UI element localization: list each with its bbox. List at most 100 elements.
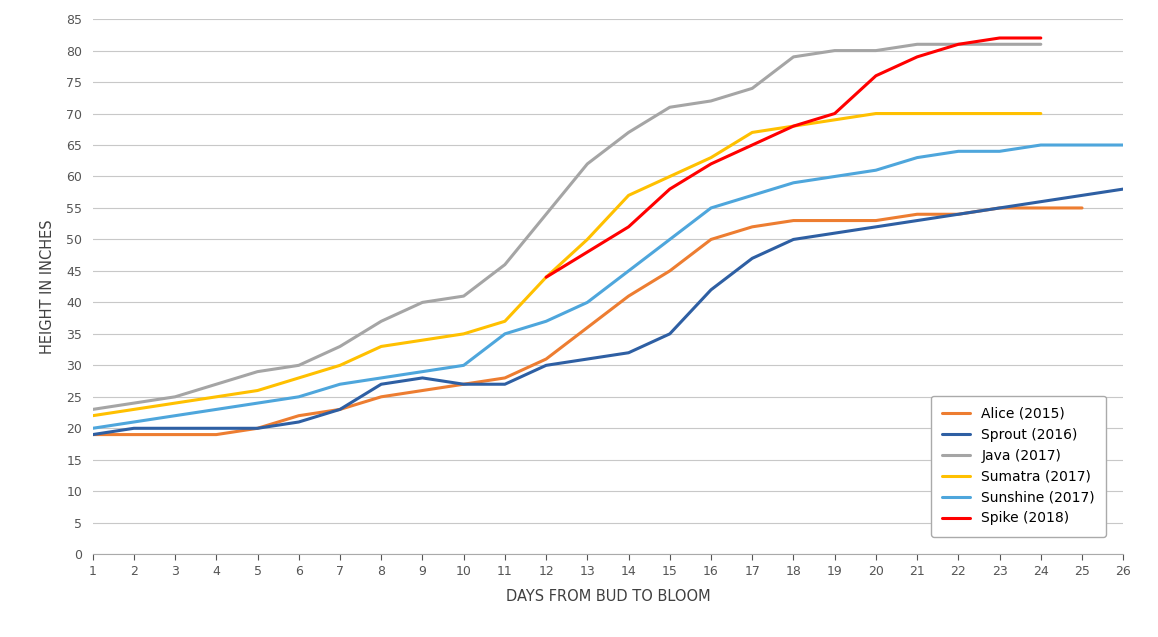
Alice (2015) xyxy=(580,324,594,331)
Sumatra (2017) xyxy=(704,154,718,161)
Java (2017) xyxy=(456,292,470,300)
Alice (2015) xyxy=(1034,204,1048,211)
Java (2017) xyxy=(416,299,430,306)
Sprout (2016) xyxy=(127,424,141,432)
Sprout (2016) xyxy=(540,362,554,369)
Sunshine (2017) xyxy=(910,154,924,161)
Java (2017) xyxy=(334,343,347,350)
Sunshine (2017) xyxy=(86,424,100,432)
Sprout (2016) xyxy=(952,210,966,218)
Alice (2015) xyxy=(868,217,882,224)
Spike (2018) xyxy=(662,185,676,193)
Sumatra (2017) xyxy=(828,116,842,124)
Java (2017) xyxy=(498,261,512,268)
Spike (2018) xyxy=(828,110,842,117)
Sumatra (2017) xyxy=(910,110,924,117)
Alice (2015) xyxy=(952,210,966,218)
Alice (2015) xyxy=(374,393,388,401)
Alice (2015) xyxy=(86,431,100,438)
Spike (2018) xyxy=(910,53,924,61)
Java (2017) xyxy=(292,362,306,369)
Sprout (2016) xyxy=(86,431,100,438)
Line: Sprout (2016): Sprout (2016) xyxy=(93,189,1123,434)
Line: Sunshine (2017): Sunshine (2017) xyxy=(93,145,1123,428)
Sprout (2016) xyxy=(456,380,470,388)
Sumatra (2017) xyxy=(1034,110,1048,117)
Sunshine (2017) xyxy=(580,299,594,306)
Alice (2015) xyxy=(498,374,512,382)
Sumatra (2017) xyxy=(662,173,676,180)
Sunshine (2017) xyxy=(746,192,760,199)
Alice (2015) xyxy=(168,431,182,438)
Line: Spike (2018): Spike (2018) xyxy=(547,38,1041,277)
Sprout (2016) xyxy=(168,424,182,432)
Spike (2018) xyxy=(952,41,966,48)
Java (2017) xyxy=(746,85,760,92)
Sumatra (2017) xyxy=(127,406,141,413)
Spike (2018) xyxy=(540,273,554,281)
Sprout (2016) xyxy=(210,424,223,432)
Spike (2018) xyxy=(580,248,594,256)
Sprout (2016) xyxy=(910,217,924,224)
Alice (2015) xyxy=(910,210,924,218)
Sprout (2016) xyxy=(662,330,676,338)
Spike (2018) xyxy=(704,160,718,168)
Java (2017) xyxy=(828,47,842,54)
Java (2017) xyxy=(1034,41,1048,48)
Sunshine (2017) xyxy=(786,179,800,187)
Java (2017) xyxy=(250,368,264,375)
Sunshine (2017) xyxy=(374,374,388,382)
Sprout (2016) xyxy=(250,424,264,432)
Sumatra (2017) xyxy=(622,192,636,199)
Sumatra (2017) xyxy=(992,110,1006,117)
Java (2017) xyxy=(952,41,966,48)
Java (2017) xyxy=(127,399,141,407)
Alice (2015) xyxy=(250,424,264,432)
Java (2017) xyxy=(992,41,1006,48)
Sprout (2016) xyxy=(416,374,430,382)
Java (2017) xyxy=(168,393,182,401)
Alice (2015) xyxy=(828,217,842,224)
Java (2017) xyxy=(704,97,718,104)
Alice (2015) xyxy=(540,355,554,363)
Alice (2015) xyxy=(456,380,470,388)
Alice (2015) xyxy=(334,406,347,413)
Sunshine (2017) xyxy=(292,393,306,401)
Alice (2015) xyxy=(210,431,223,438)
Sprout (2016) xyxy=(704,286,718,294)
Java (2017) xyxy=(580,160,594,168)
Alice (2015) xyxy=(292,412,306,420)
Line: Sumatra (2017): Sumatra (2017) xyxy=(93,113,1041,416)
Sunshine (2017) xyxy=(250,399,264,407)
Spike (2018) xyxy=(992,34,1006,42)
Alice (2015) xyxy=(622,292,636,300)
Sprout (2016) xyxy=(292,418,306,426)
Y-axis label: HEIGHT IN INCHES: HEIGHT IN INCHES xyxy=(41,219,56,354)
Sumatra (2017) xyxy=(292,374,306,382)
Sumatra (2017) xyxy=(868,110,882,117)
Sunshine (2017) xyxy=(127,418,141,426)
Sunshine (2017) xyxy=(334,380,347,388)
Sprout (2016) xyxy=(1075,192,1089,199)
Sunshine (2017) xyxy=(622,267,636,275)
Java (2017) xyxy=(86,406,100,413)
Java (2017) xyxy=(868,47,882,54)
Sunshine (2017) xyxy=(828,173,842,180)
Sunshine (2017) xyxy=(210,406,223,413)
Spike (2018) xyxy=(746,141,760,149)
Sprout (2016) xyxy=(786,236,800,243)
Alice (2015) xyxy=(992,204,1006,211)
Sumatra (2017) xyxy=(210,393,223,401)
Line: Java (2017): Java (2017) xyxy=(93,45,1041,410)
Java (2017) xyxy=(622,129,636,136)
Sunshine (2017) xyxy=(952,148,966,155)
Sprout (2016) xyxy=(498,380,512,388)
Spike (2018) xyxy=(786,122,800,130)
Sprout (2016) xyxy=(580,355,594,363)
Sunshine (2017) xyxy=(868,166,882,174)
Sprout (2016) xyxy=(746,255,760,262)
Sprout (2016) xyxy=(1034,198,1048,206)
Java (2017) xyxy=(374,317,388,325)
Sprout (2016) xyxy=(828,229,842,237)
Sumatra (2017) xyxy=(456,330,470,338)
